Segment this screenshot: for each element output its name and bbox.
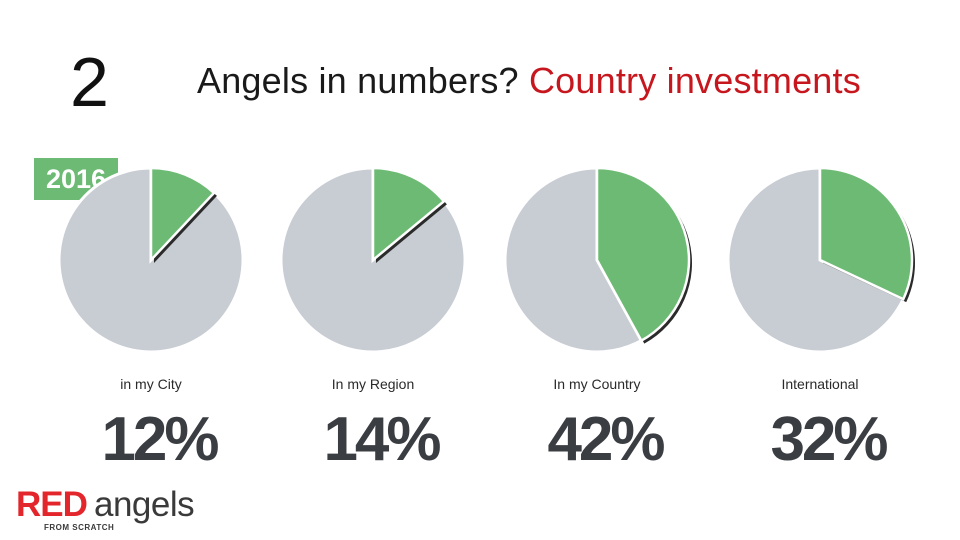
slide-title: Angels in numbers? Country investments <box>197 58 861 104</box>
pie-slice-value <box>818 166 914 301</box>
title-main: Angels in numbers? <box>197 60 529 101</box>
logo-tagline: FROM SCRATCH <box>44 523 115 532</box>
pie-category-label: In my Country <box>553 376 640 392</box>
pie-value-label: 42% <box>547 405 664 474</box>
pie-slice-remainder <box>726 166 906 354</box>
pie-slice-value <box>371 166 446 263</box>
logo-angels-text: angels <box>94 485 195 524</box>
pie-value-label: 12% <box>101 405 218 474</box>
pie-category-label: International <box>781 376 858 392</box>
pie-slice-remainder <box>503 166 644 354</box>
pie-slice-value <box>595 166 691 343</box>
slide-number: 2 <box>70 43 109 121</box>
pie-category-label: in my City <box>120 376 181 392</box>
pie-value-label: 14% <box>323 405 440 474</box>
pie-chart: In my Region 14% <box>279 166 467 474</box>
logo-red-text: RED <box>16 485 88 524</box>
company-logo: RED angels FROM SCRATCH <box>16 485 216 533</box>
pie-category-label: In my Region <box>332 376 414 392</box>
pie-chart: in my City 12% <box>57 166 245 474</box>
pie-slice-value <box>149 166 216 264</box>
pie-chart: In my Country 42% <box>503 166 692 474</box>
pie-slice-remainder <box>279 166 467 354</box>
title-highlight: Country investments <box>528 60 861 101</box>
pie-chart: International 32% <box>726 166 915 474</box>
pie-value-label: 32% <box>770 405 887 474</box>
